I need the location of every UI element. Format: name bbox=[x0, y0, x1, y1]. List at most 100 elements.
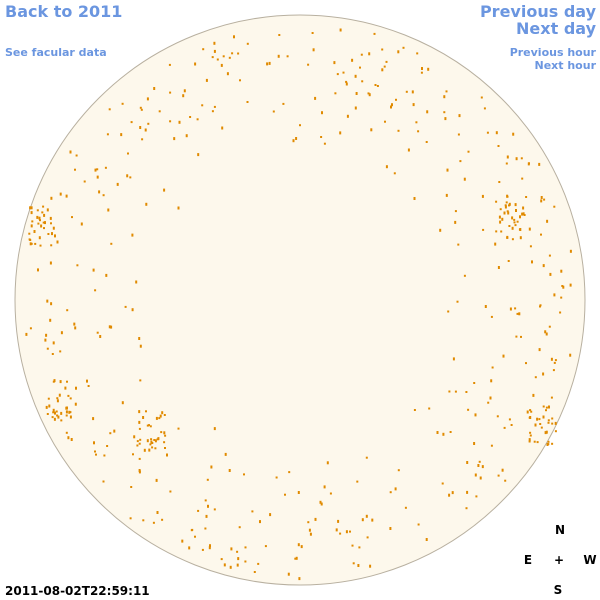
facula bbox=[533, 440, 536, 443]
facula bbox=[475, 495, 478, 498]
facula bbox=[495, 131, 498, 135]
facula bbox=[213, 41, 216, 45]
facula bbox=[52, 411, 55, 414]
facula bbox=[522, 206, 525, 210]
facula bbox=[139, 438, 142, 441]
facula bbox=[463, 177, 466, 181]
facula bbox=[416, 52, 419, 55]
next-day-link[interactable]: Next day bbox=[516, 19, 597, 38]
facula bbox=[540, 426, 543, 429]
facula bbox=[295, 556, 298, 560]
facula bbox=[530, 410, 533, 413]
facula bbox=[405, 90, 408, 93]
facula bbox=[269, 513, 272, 517]
facula bbox=[50, 222, 52, 225]
facula bbox=[497, 474, 500, 477]
facula bbox=[334, 92, 337, 95]
facula bbox=[538, 418, 541, 421]
facula bbox=[156, 511, 159, 514]
facula bbox=[412, 103, 415, 107]
facula bbox=[194, 535, 196, 538]
facula bbox=[349, 530, 351, 533]
compass-center: + bbox=[554, 553, 564, 567]
facula bbox=[522, 212, 525, 216]
facula bbox=[466, 461, 469, 464]
facula bbox=[497, 266, 500, 269]
back-link[interactable]: Back to 2011 bbox=[5, 2, 122, 21]
facula bbox=[506, 236, 509, 239]
facula bbox=[94, 450, 96, 453]
facula bbox=[393, 172, 396, 175]
facula bbox=[547, 443, 550, 446]
facula bbox=[542, 405, 545, 408]
facula bbox=[161, 518, 164, 521]
facula bbox=[553, 205, 556, 208]
facula bbox=[499, 208, 502, 211]
previous-day-link[interactable]: Previous day bbox=[480, 2, 597, 21]
facula bbox=[498, 181, 501, 183]
facula bbox=[92, 268, 95, 272]
facula bbox=[145, 202, 148, 206]
facula bbox=[479, 476, 482, 480]
facula bbox=[508, 204, 510, 207]
facula bbox=[205, 78, 208, 82]
facula bbox=[295, 137, 298, 140]
facula bbox=[514, 203, 517, 207]
facula bbox=[60, 411, 63, 415]
facula bbox=[497, 145, 500, 147]
facular-link[interactable]: See facular data bbox=[5, 46, 107, 59]
facula bbox=[528, 440, 531, 443]
facula bbox=[138, 469, 141, 472]
facula bbox=[477, 464, 480, 467]
facula bbox=[449, 431, 452, 433]
facula bbox=[141, 138, 144, 141]
facula bbox=[43, 213, 46, 217]
facula bbox=[542, 264, 545, 268]
facula bbox=[75, 154, 78, 157]
facula bbox=[339, 532, 342, 535]
facula bbox=[540, 196, 543, 199]
facula bbox=[56, 399, 59, 403]
facula bbox=[71, 216, 73, 219]
facula bbox=[369, 564, 372, 568]
facula bbox=[121, 102, 124, 105]
facula bbox=[169, 91, 172, 94]
facula bbox=[553, 361, 556, 364]
facula bbox=[201, 548, 204, 551]
facula bbox=[544, 431, 547, 435]
facula bbox=[486, 131, 489, 134]
facula bbox=[446, 168, 449, 172]
facula bbox=[264, 545, 267, 548]
facula bbox=[481, 465, 484, 469]
facula bbox=[53, 379, 56, 383]
facula bbox=[528, 162, 530, 165]
facula bbox=[307, 521, 310, 524]
facula bbox=[66, 380, 68, 383]
facula bbox=[178, 120, 181, 124]
facula bbox=[299, 124, 301, 127]
previous-hour-link[interactable]: Previous hour bbox=[510, 46, 597, 59]
facula bbox=[168, 63, 171, 66]
facula bbox=[439, 228, 442, 232]
facula bbox=[514, 307, 517, 310]
facula bbox=[185, 134, 188, 138]
facula bbox=[518, 312, 521, 316]
facula bbox=[74, 168, 76, 171]
facula bbox=[135, 280, 138, 284]
facula bbox=[67, 394, 70, 397]
facula bbox=[397, 50, 400, 54]
facula bbox=[83, 180, 86, 183]
facula bbox=[39, 244, 42, 247]
facula bbox=[501, 217, 504, 221]
next-hour-link[interactable]: Next hour bbox=[535, 59, 597, 72]
facula bbox=[373, 32, 376, 35]
facula bbox=[104, 166, 107, 169]
facula bbox=[550, 357, 553, 361]
facula bbox=[510, 424, 513, 426]
facula bbox=[110, 325, 113, 329]
facula bbox=[130, 121, 133, 124]
facula bbox=[550, 396, 553, 399]
facula bbox=[365, 456, 368, 459]
facula bbox=[136, 444, 139, 447]
